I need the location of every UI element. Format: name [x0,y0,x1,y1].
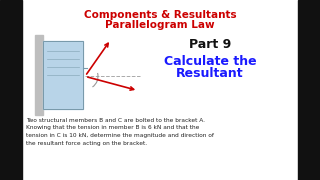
Bar [43,41,83,109]
Text: Part 9: Part 9 [189,38,231,51]
Bar [43,41,83,109]
Text: Knowing that the tension in member B is 6 kN and that the: Knowing that the tension in member B is … [26,125,199,130]
Text: Resultant: Resultant [176,67,244,80]
Text: Parallelogram Law: Parallelogram Law [105,20,215,30]
Bar [35,35,43,115]
Bar [298,0,320,180]
Text: Calculate the: Calculate the [164,55,256,68]
Text: Components & Resultants: Components & Resultants [84,10,236,20]
Text: the resultant force acting on the bracket.: the resultant force acting on the bracke… [26,141,147,145]
Bar [0,0,22,180]
Text: Two structural members B and C are bolted to the bracket A.: Two structural members B and C are bolte… [26,118,205,123]
Text: tension in C is 10 kN, determine the magnitude and direction of: tension in C is 10 kN, determine the mag… [26,133,214,138]
